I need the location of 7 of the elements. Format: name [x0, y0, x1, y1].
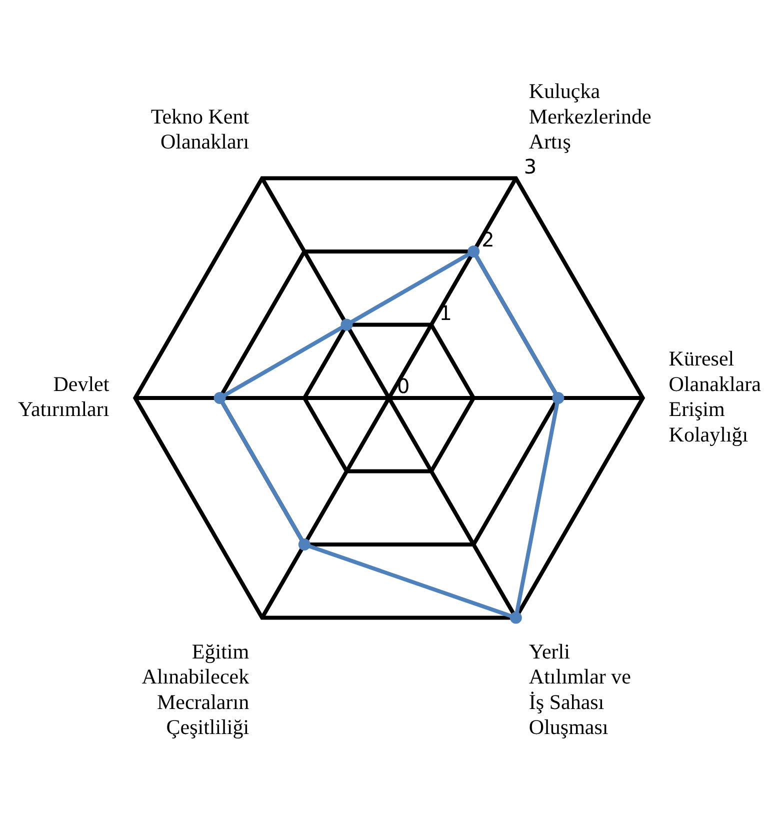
spoke-label: Yerli Atılımlar ve İş Sahası Oluşması [528, 639, 631, 740]
y-tick-label: 3 [524, 154, 537, 178]
spoke-label: Kuluçka Merkezlerinde Artış [528, 79, 652, 154]
spoke-label: Tekno Kent Olanakları [150, 104, 250, 154]
spoke-label: Eğitim Alınabilecek Mecraların Çeşitliliği [142, 639, 250, 740]
spoke-label: Devlet Yatırımları [18, 372, 110, 422]
spoke-label: Küresel Olanaklara Erişim Kolaylığı [668, 346, 762, 446]
